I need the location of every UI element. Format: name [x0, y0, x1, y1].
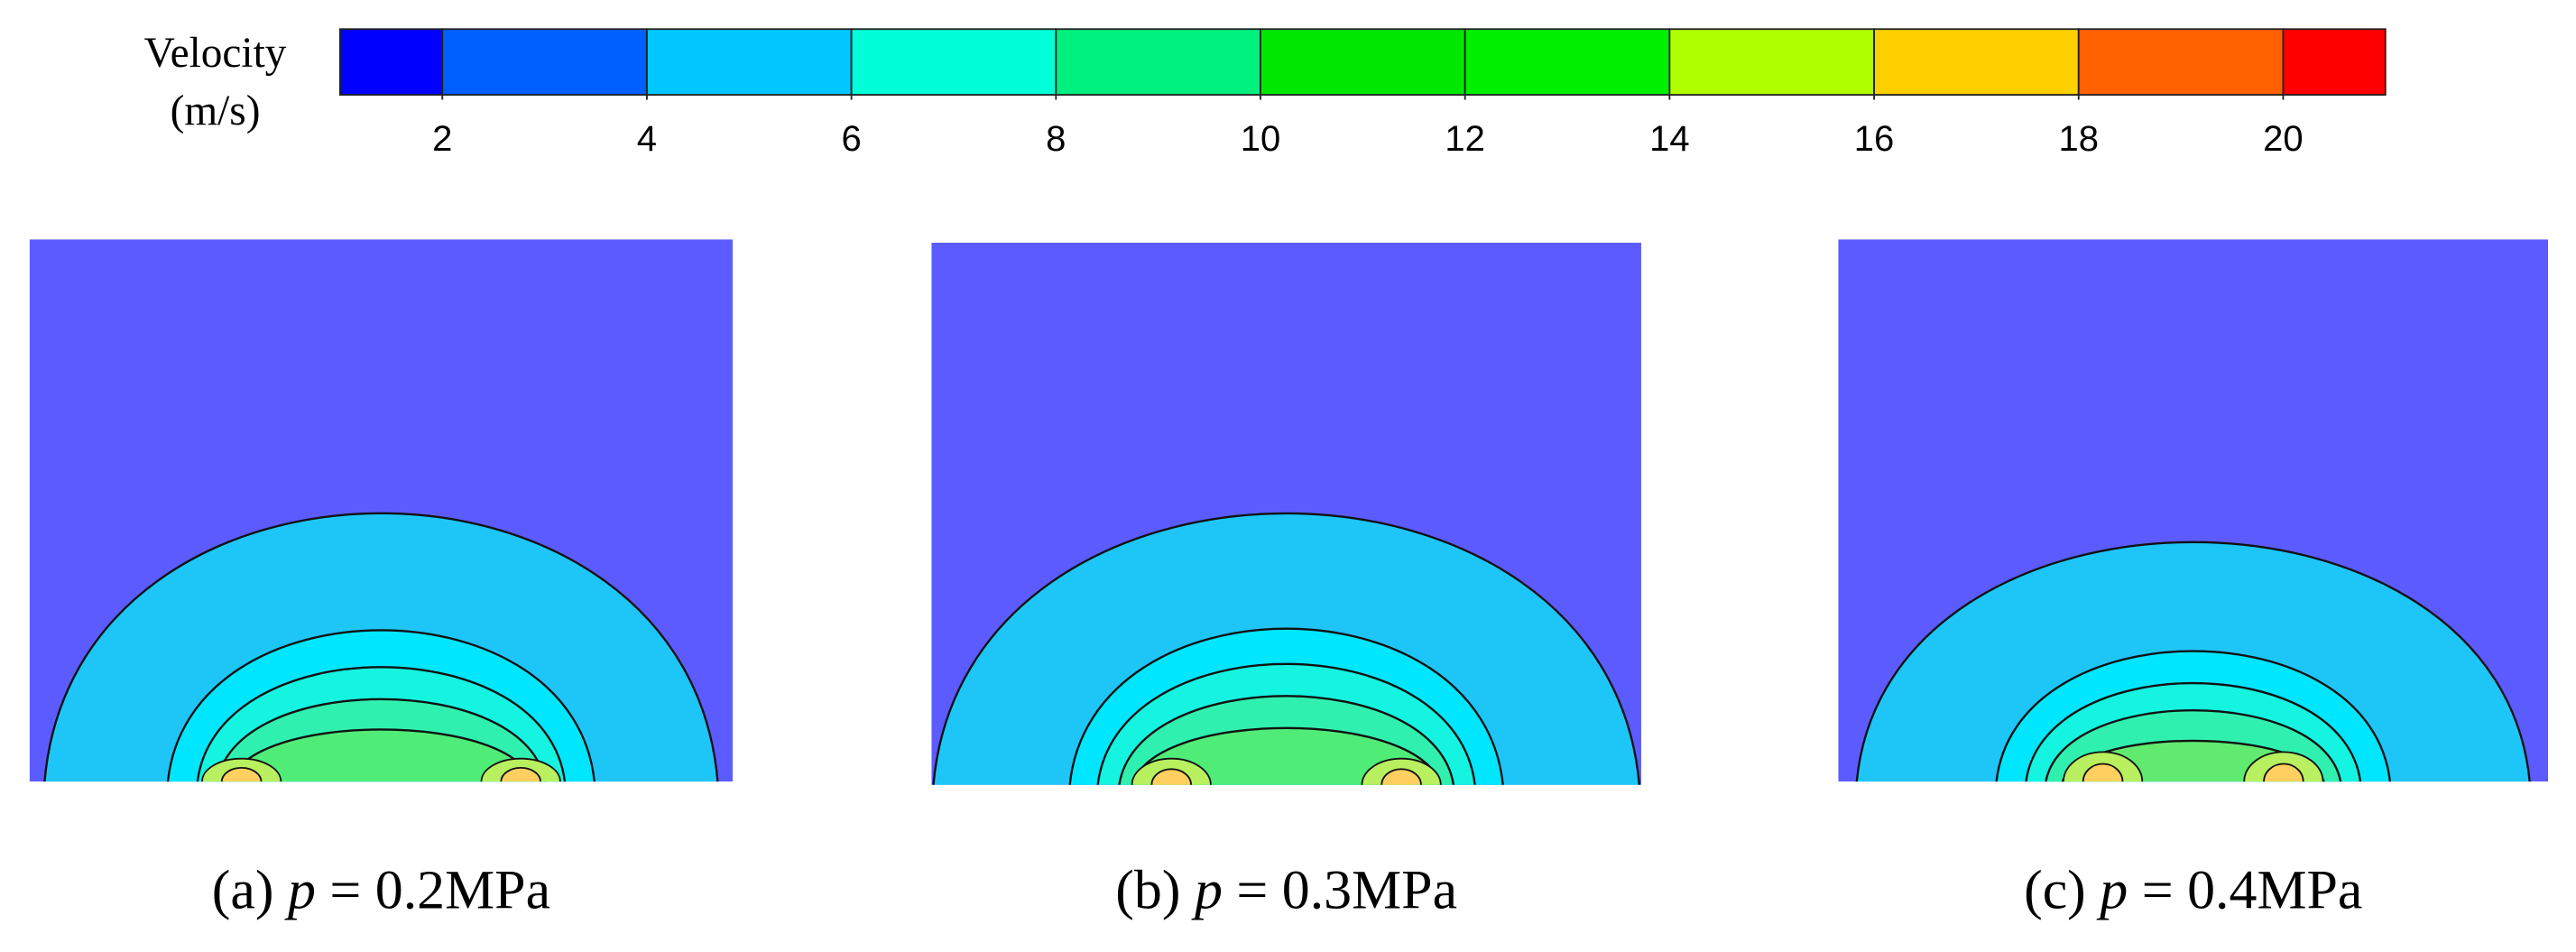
caption-label: (c): [2024, 859, 2086, 920]
caption-variable: p: [284, 859, 316, 920]
caption-variable: p: [1191, 859, 1223, 920]
contour-spot: [2263, 763, 2304, 782]
colorbar-segment: [1873, 28, 2080, 96]
contour-spot: [220, 766, 263, 782]
caption-label: (b): [1115, 859, 1180, 920]
tick-label: 10: [1241, 119, 1281, 159]
colorbar-label: (m/s): [171, 88, 261, 134]
contour-spot: [500, 766, 541, 782]
colorbar-segment: [1055, 28, 1261, 96]
caption-label: (a): [212, 859, 274, 920]
contour-plot: [931, 242, 1641, 785]
tick-label: 6: [841, 119, 861, 159]
tick-label: 14: [1649, 119, 1690, 159]
colorbar-segment: [1668, 28, 1875, 96]
colorbar-label: Velocity: [144, 30, 287, 77]
colorbar-segment: [2077, 28, 2285, 96]
contour-spot: [1361, 757, 1442, 785]
colorbar-segment: [338, 28, 444, 96]
caption-value: = 0.4MPa: [2142, 859, 2363, 920]
tick-label: 18: [2058, 119, 2099, 159]
contour-spot: [1150, 768, 1192, 785]
tick-label: 20: [2263, 119, 2304, 159]
contour-spot: [1131, 757, 1212, 785]
contour-plot: [29, 239, 734, 782]
colorbar-segment: [850, 28, 1057, 96]
tick-label: 2: [432, 119, 452, 159]
caption-variable: p: [2096, 859, 2128, 920]
contour-spot: [1380, 768, 1422, 785]
colorbar-segment: [2282, 28, 2387, 96]
caption: (c) p = 0.4MPa: [2024, 859, 2362, 920]
contour-spot: [2082, 763, 2124, 782]
colorbar-segment: [1463, 28, 1671, 96]
caption-value: = 0.2MPa: [329, 859, 550, 920]
colorbar-segment: [1260, 28, 1466, 96]
caption-value: = 0.3MPa: [1236, 859, 1457, 920]
tick-label: 4: [637, 119, 657, 159]
colorbar-segment: [646, 28, 853, 96]
caption: (b) p = 0.3MPa: [1115, 859, 1457, 920]
caption: (a) p = 0.2MPa: [212, 859, 550, 920]
tick-label: 12: [1445, 119, 1485, 159]
contour-plot: [1838, 239, 2549, 782]
colorbar-segment: [441, 28, 648, 96]
tick-label: 8: [1046, 119, 1066, 159]
tick-label: 16: [1854, 119, 1895, 159]
